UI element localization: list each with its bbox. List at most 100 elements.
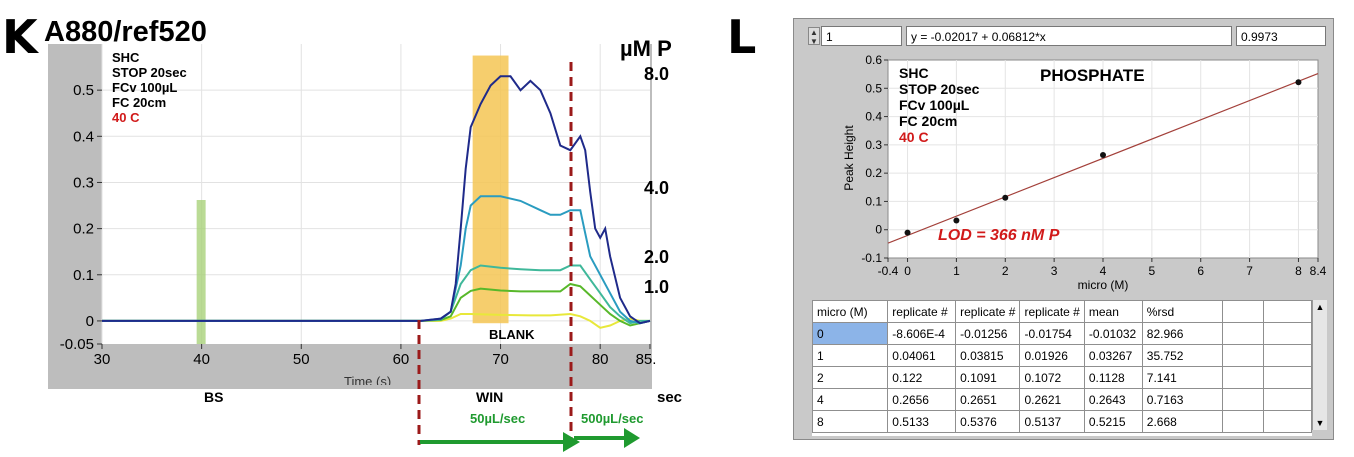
conc-label-4: 4.0 — [644, 178, 670, 198]
x-tick-label: 40 — [193, 351, 210, 368]
table-cell[interactable]: -0.01256 — [955, 322, 1021, 345]
table-cell[interactable]: 0.1091 — [955, 366, 1021, 389]
conc-label-8: 8.0 — [644, 64, 670, 84]
table-cell[interactable]: -8.606E-4 — [887, 322, 957, 345]
data-table[interactable]: micro (M) replicate # replicate # replic… — [812, 300, 1312, 433]
col-header: micro (M) — [812, 300, 889, 323]
table-row[interactable]: 2 0.122 0.1091 0.1072 0.1128 7.141 — [812, 366, 1312, 389]
table-cell[interactable]: 0.2651 — [955, 388, 1021, 411]
l-params: SHC STOP 20sec FCv 100µL FC 20cm 40 C — [899, 65, 979, 145]
table-cell[interactable]: 0.5376 — [955, 410, 1021, 433]
col-header: mean — [1083, 300, 1143, 323]
table-cell[interactable]: 2 — [812, 366, 889, 389]
scroll-up-icon[interactable]: ▲ — [1315, 302, 1325, 312]
x-tick-label: 1 — [953, 264, 960, 278]
x-tick-label: 6 — [1197, 264, 1204, 278]
table-cell[interactable]: 0.5137 — [1019, 410, 1085, 433]
data-point — [904, 229, 911, 236]
y-tick-label: 0.4 — [73, 128, 94, 145]
table-row[interactable]: 8 0.5133 0.5376 0.5137 0.5215 2.668 — [812, 410, 1312, 433]
x-tick-label: -0.4 — [878, 264, 899, 278]
table-cell[interactable]: 0.1128 — [1083, 366, 1143, 389]
x-tick-label: 50 — [293, 351, 310, 368]
empty-cell — [1262, 300, 1312, 323]
conc-label-1: 1.0 — [644, 277, 670, 297]
y-tick-label: -0.05 — [60, 336, 94, 353]
data-point — [1295, 79, 1302, 86]
table-cell[interactable]: 0.7163 — [1141, 388, 1224, 411]
series-line-8-0 — [102, 75, 651, 325]
table-cell[interactable]: 0.03815 — [955, 344, 1021, 367]
conc-unit: µM P — [620, 36, 672, 61]
chart-k-plot-area — [102, 44, 650, 344]
chart-k: 30 40 50 60 70 80 85. -0.05 0 0.1 0.2 0.3 0.4 0.5 — [48, 44, 656, 452]
table-cell[interactable]: 0.1072 — [1019, 366, 1085, 389]
empty-cell[interactable] — [1262, 322, 1312, 345]
sec-label: sec — [657, 389, 683, 406]
r-value-field[interactable]: 0.9973 — [1236, 26, 1326, 46]
panel-l-letter: L — [727, 10, 757, 64]
x-tick-label: 70 — [492, 351, 509, 368]
table-cell[interactable]: 0.04061 — [887, 344, 957, 367]
x-tick-label: 80 — [592, 351, 609, 368]
bs-band — [196, 200, 206, 344]
y-tick-label: 0.5 — [865, 81, 882, 95]
param-line: FC 20cm — [899, 113, 958, 129]
y-tick-label: 0.5 — [73, 82, 94, 99]
table-cell[interactable]: 0.122 — [887, 366, 957, 389]
empty-cell[interactable] — [1222, 388, 1264, 411]
col-header: replicate # — [887, 300, 957, 323]
scroll-down-icon[interactable]: ▼ — [1315, 418, 1325, 428]
table-cell[interactable]: 0.03267 — [1083, 344, 1143, 367]
table-cell[interactable]: 0.5215 — [1083, 410, 1143, 433]
empty-cell[interactable] — [1262, 366, 1312, 389]
table-cell[interactable]: 35.752 — [1141, 344, 1224, 367]
temp-label: 40 C — [899, 129, 929, 145]
table-cell[interactable]: 0.2656 — [887, 388, 957, 411]
equation-field[interactable]: y = -0.02017 + 0.06812*x — [906, 26, 1232, 46]
x-tick-label: 30 — [94, 351, 111, 368]
table-cell[interactable]: 0 — [812, 322, 889, 345]
empty-cell[interactable] — [1222, 366, 1264, 389]
table-cell[interactable]: 4 — [812, 388, 889, 411]
y-tick-label: -0.1 — [861, 251, 882, 265]
table-cell[interactable]: 8 — [812, 410, 889, 433]
empty-cell[interactable] — [1262, 344, 1312, 367]
empty-cell[interactable] — [1222, 344, 1264, 367]
table-cell[interactable]: 2.668 — [1141, 410, 1224, 433]
k-params: SHC STOP 20sec FCv 100µL FC 20cm 40 C — [112, 50, 187, 125]
col-header: replicate # — [955, 300, 1021, 323]
y-tick-label: 0.1 — [73, 267, 94, 284]
col-header: replicate # — [1019, 300, 1085, 323]
empty-cell[interactable] — [1262, 388, 1312, 411]
table-row[interactable]: 4 0.2656 0.2651 0.2621 0.2643 0.7163 — [812, 388, 1312, 411]
x-tick-label: 2 — [1002, 264, 1009, 278]
table-cell[interactable]: 1 — [812, 344, 889, 367]
table-cell[interactable]: 0.2621 — [1019, 388, 1085, 411]
table-row[interactable]: 1 0.04061 0.03815 0.01926 0.03267 35.752 — [812, 344, 1312, 367]
x-tick-label: 0 — [904, 264, 911, 278]
table-cell[interactable]: 82.966 — [1141, 322, 1224, 345]
data-point — [1002, 194, 1009, 201]
lod-label: LOD = 366 nM P — [938, 227, 1060, 244]
empty-cell[interactable] — [1262, 410, 1312, 433]
empty-cell[interactable] — [1222, 410, 1264, 433]
table-row[interactable]: 0 -8.606E-4 -0.01256 -0.01754 -0.01032 8… — [812, 322, 1312, 345]
flow-rate-2: 500µL/sec — [581, 411, 644, 426]
table-scrollbar[interactable]: ▲ ▼ — [1312, 300, 1327, 430]
table-cell[interactable]: 0.2643 — [1083, 388, 1143, 411]
table-cell[interactable]: 7.141 — [1141, 366, 1224, 389]
y-tick-label: 0.4 — [865, 110, 882, 124]
y-tick-label: 0.2 — [73, 221, 94, 238]
index-field[interactable]: 1 — [821, 26, 902, 46]
table-cell[interactable]: 0.5133 — [887, 410, 957, 433]
x-tick-label: 8.4 — [1310, 264, 1327, 278]
empty-cell[interactable] — [1222, 322, 1264, 345]
table-cell[interactable]: 0.01926 — [1019, 344, 1085, 367]
flow-rate-1: 50µL/sec — [470, 411, 526, 426]
y-tick-label: 0.1 — [865, 194, 882, 208]
data-table-wrap[interactable]: micro (M) replicate # replicate # replic… — [812, 300, 1312, 436]
table-cell[interactable]: -0.01754 — [1019, 322, 1085, 345]
table-cell[interactable]: -0.01032 — [1083, 322, 1143, 345]
index-spinner[interactable]: ▲ ▼ — [808, 27, 820, 46]
